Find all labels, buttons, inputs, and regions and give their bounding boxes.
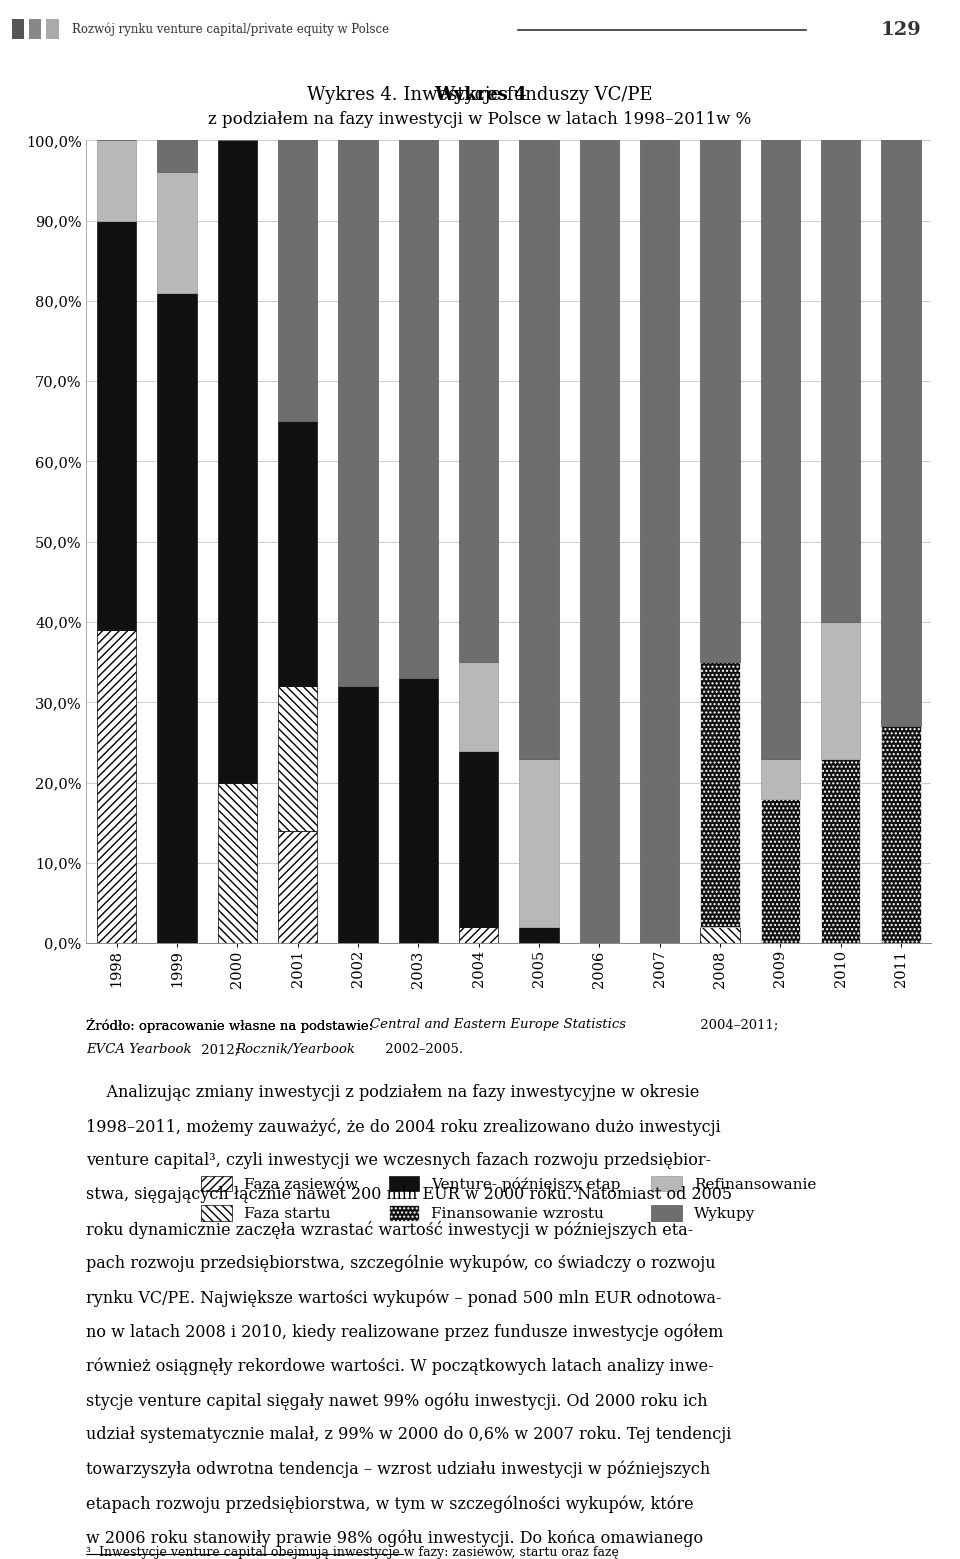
Bar — [821, 140, 860, 622]
Text: 2002–2005.: 2002–2005. — [381, 1043, 464, 1055]
Text: udział systematycznie malał, z 99% w 2000 do 0,6% w 2007 roku. Tej tendencji: udział systematycznie malał, z 99% w 200… — [86, 1426, 732, 1444]
Bar — [97, 630, 136, 943]
Text: pach rozwoju przedsiębiorstwa, szczególnie wykupów, co świadczy o rozwoju: pach rozwoju przedsiębiorstwa, szczególn… — [86, 1255, 716, 1272]
Text: również osiągnęły rekordowe wartości. W początkowych latach analizy inwe-: również osiągnęły rekordowe wartości. W … — [86, 1358, 714, 1375]
Text: towarzyszyła odwrotna tendencja – wzrost udziału inwestycji w późniejszych: towarzyszyła odwrotna tendencja – wzrost… — [86, 1461, 710, 1478]
Text: 2004–2011;: 2004–2011; — [696, 1018, 779, 1030]
Bar — [459, 750, 498, 928]
Bar — [459, 140, 498, 663]
Bar — [821, 759, 860, 943]
Bar — [97, 140, 136, 221]
Bar — [640, 140, 680, 943]
Bar — [278, 686, 317, 831]
Text: Central and Eastern Europe Statistics: Central and Eastern Europe Statistics — [370, 1018, 626, 1030]
Bar — [97, 220, 136, 630]
Bar — [338, 140, 377, 686]
Bar — [701, 663, 739, 928]
Bar — [218, 140, 257, 783]
Text: Wykres 4. Inwestycje funduszy VC/PE: Wykres 4. Inwestycje funduszy VC/PE — [307, 86, 653, 104]
Text: w 2006 roku stanowiły prawie 98% ogółu inwestycji. Do końca omawianego: w 2006 roku stanowiły prawie 98% ogółu i… — [86, 1529, 704, 1547]
Text: Źródło: opracowanie własne na podstawie:: Źródło: opracowanie własne na podstawie: — [86, 1018, 378, 1034]
Text: Rozwój rynku venture capital/private equity w Polsce: Rozwój rynku venture capital/private equ… — [72, 23, 389, 36]
Bar — [278, 140, 317, 421]
Bar — [278, 831, 317, 943]
Text: EVCA Yearbook: EVCA Yearbook — [86, 1043, 192, 1055]
Bar — [519, 928, 559, 943]
Text: rynku VC/PE. Największe wartości wykupów – ponad 500 mln EUR odnotowa-: rynku VC/PE. Największe wartości wykupów… — [86, 1289, 722, 1306]
Text: Analizując zmiany inwestycji z podziałem na fazy inwestycyjne w okresie: Analizując zmiany inwestycji z podziałem… — [86, 1084, 700, 1101]
Bar — [398, 678, 438, 943]
Bar — [580, 140, 619, 943]
Text: stycje venture capital sięgały nawet 99% ogółu inwestycji. Od 2000 roku ich: stycje venture capital sięgały nawet 99%… — [86, 1392, 708, 1409]
Bar — [821, 622, 860, 759]
Text: 2012;: 2012; — [197, 1043, 243, 1055]
Bar — [338, 686, 377, 943]
Bar — [459, 928, 498, 943]
Bar — [760, 140, 800, 759]
Bar — [157, 173, 197, 293]
Text: 129: 129 — [881, 20, 922, 39]
Text: venture capital³, czyli inwestycji we wczesnych fazach rozwoju przedsiębior-: venture capital³, czyli inwestycji we wc… — [86, 1152, 711, 1169]
Bar — [398, 140, 438, 678]
Bar — [760, 798, 800, 943]
Bar — [881, 726, 921, 943]
Bar — [519, 140, 559, 759]
Text: Rocznik/Yearbook: Rocznik/Yearbook — [235, 1043, 355, 1055]
Bar — [701, 928, 739, 943]
Bar — [459, 663, 498, 750]
Legend: Faza zasiewów, Faza startu, Venture- późniejszy etap, Finansowanie wzrostu, Refi: Faza zasiewów, Faza startu, Venture- póź… — [202, 1175, 816, 1221]
Text: Źródło: opracowanie własne na podstawie:: Źródło: opracowanie własne na podstawie: — [86, 1018, 378, 1034]
Bar — [519, 759, 559, 928]
Bar — [157, 293, 197, 943]
Bar — [701, 140, 739, 663]
Text: roku dynamicznie zaczęła wzrastać wartość inwestycji w późniejszych eta-: roku dynamicznie zaczęła wzrastać wartoś… — [86, 1221, 694, 1239]
Bar — [278, 421, 317, 686]
Text: etapach rozwoju przedsiębiorstwa, w tym w szczególności wykupów, które: etapach rozwoju przedsiębiorstwa, w tym … — [86, 1495, 694, 1512]
Text: no w latach 2008 i 2010, kiedy realizowane przez fundusze inwestycje ogółem: no w latach 2008 i 2010, kiedy realizowa… — [86, 1324, 724, 1341]
Text: 1998–2011, możemy zauważyć, że do 2004 roku zrealizowano dużo inwestycji: 1998–2011, możemy zauważyć, że do 2004 r… — [86, 1118, 721, 1137]
Text: Wykres 4: Wykres 4 — [434, 86, 526, 104]
Bar — [157, 140, 197, 173]
Bar — [881, 140, 921, 726]
Text: Źródło: opracowanie własne na podstawie:: Źródło: opracowanie własne na podstawie: — [86, 1018, 378, 1034]
Bar — [218, 783, 257, 943]
Text: z podziałem na fazy inwestycji w Polsce w latach 1998–2011w %: z podziałem na fazy inwestycji w Polsce … — [208, 111, 752, 128]
Text: stwa, sięgających łącznie nawet 200 mln EUR w 2000 roku. Natomiast od 2005: stwa, sięgających łącznie nawet 200 mln … — [86, 1186, 732, 1204]
Text: ³  Inwestycje venture capital obejmują inwestycje w fazy: zasiewów, startu oraz : ³ Inwestycje venture capital obejmują in… — [86, 1545, 619, 1559]
Bar — [760, 759, 800, 798]
